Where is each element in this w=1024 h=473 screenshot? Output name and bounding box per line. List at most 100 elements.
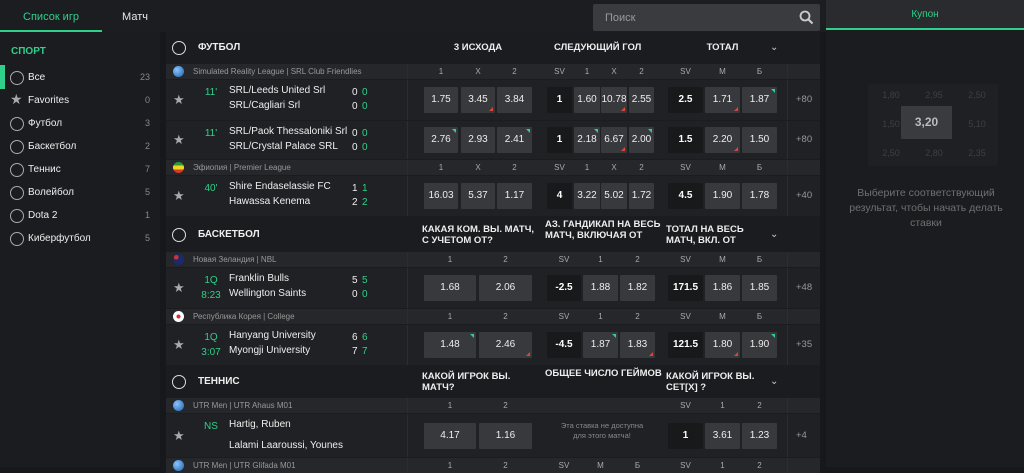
market-header[interactable]: КАКОЙ ИГРОК ВЫ. МАТЧ? xyxy=(422,371,511,393)
odds-button[interactable]: 2.55 xyxy=(629,87,654,113)
chevron-down-icon[interactable]: ⌄ xyxy=(770,228,779,240)
tab-match[interactable]: Матч xyxy=(122,11,148,23)
match-row[interactable]: ★ 11' SRL/Leeds United Srl SRL/Cagliari Srl… xyxy=(166,80,820,120)
more-markets-link[interactable]: +48 xyxy=(796,282,813,293)
odds-button[interactable]: 4.17 xyxy=(424,422,476,449)
odds-button[interactable]: 1.72 xyxy=(629,183,654,209)
odds-button[interactable]: 3.84 xyxy=(497,87,532,113)
odds-button[interactable]: 1.68 xyxy=(424,275,476,301)
favorite-star-icon[interactable]: ★ xyxy=(173,427,185,443)
odds-button[interactable]: 6.67 xyxy=(601,127,627,153)
market-header[interactable]: СЛЕДУЮЩИЙ ГОЛ xyxy=(554,42,642,53)
league-row[interactable]: Simulated Reality League | SRL Club Frie… xyxy=(166,64,820,79)
sidebar-item-2[interactable]: Футбол 3 xyxy=(0,113,160,135)
odds-button[interactable]: 1.71 xyxy=(705,87,740,113)
odds-button[interactable]: 3.61 xyxy=(705,422,740,449)
odds-button[interactable]: 1.48 xyxy=(424,332,476,358)
odds-button[interactable]: 5.37 xyxy=(461,183,495,209)
market-header[interactable]: АЗ. ГАНДИКАП НА ВЕСЬ МАТЧ, ВКЛЮЧАЯ ОТ xyxy=(545,219,661,241)
odds-button[interactable]: 2.20 xyxy=(705,127,740,153)
market-header[interactable]: КАКАЯ КОМ. ВЫ. МАТЧ, С УЧЕТОМ ОТ? xyxy=(422,223,535,246)
dota-icon xyxy=(10,209,24,223)
sidebar-item-7[interactable]: Киберфутбол 5 xyxy=(0,228,160,250)
match-row[interactable]: ★ 11' SRL/Paok Thessaloniki Srl SRL/Crystal… xyxy=(166,121,820,159)
tab-coupon[interactable]: Купон xyxy=(826,0,1024,30)
odds-button[interactable]: 3.22 xyxy=(574,183,600,209)
odds-button[interactable]: 2.00 xyxy=(629,127,654,153)
odds-button[interactable]: 2.46 xyxy=(479,332,532,358)
odds-button[interactable]: 1.85 xyxy=(742,275,777,301)
more-markets-link[interactable]: +4 xyxy=(796,429,807,441)
odds-button[interactable]: 2.18 xyxy=(574,127,600,153)
odds-button[interactable]: 3.45 xyxy=(461,87,495,113)
odds-button[interactable]: 1.80 xyxy=(705,332,740,358)
odds-button[interactable]: 1.50 xyxy=(742,127,777,153)
odds-button[interactable]: 1.82 xyxy=(620,275,655,301)
favorite-star-icon[interactable]: ★ xyxy=(173,280,185,295)
market-header[interactable]: КАКОЙ ИГРОК ВЫ. СЕТ[X] ? xyxy=(666,371,755,393)
column-label: 1 xyxy=(447,461,453,470)
search-input[interactable]: Поиск xyxy=(593,4,820,31)
odds-button[interactable]: 10.78 xyxy=(601,87,627,113)
odds-button[interactable]: 2.06 xyxy=(479,275,532,301)
more-markets-link[interactable]: +80 xyxy=(796,94,813,105)
sidebar-item-4[interactable]: Теннис 7 xyxy=(0,159,160,181)
odds-button[interactable]: 1.90 xyxy=(705,183,740,209)
market-header[interactable]: ОБЩЕЕ ЧИСЛО ГЕЙМОВ xyxy=(545,368,662,379)
favorite-star-icon[interactable]: ★ xyxy=(173,92,185,107)
odds-button[interactable]: 1.17 xyxy=(497,183,532,209)
more-markets-link[interactable]: +35 xyxy=(796,339,813,350)
column-label: 1 xyxy=(720,461,725,470)
odds-button[interactable]: 5.02 xyxy=(601,183,627,209)
odds-button[interactable]: 1.87 xyxy=(742,87,777,113)
odds-button[interactable]: 1.83 xyxy=(620,332,655,358)
match-row[interactable]: ★ 1Q 3:07 Hanyang University Myongji Univers… xyxy=(166,325,820,365)
market-header[interactable]: 3 ИСХОДА xyxy=(453,42,503,53)
market-header[interactable]: ТОТАЛ НА ВЕСЬ МАТЧ, ВКЛ. ОТ xyxy=(666,223,744,246)
sidebar-item-6[interactable]: Dota 2 1 xyxy=(0,205,160,227)
match-row[interactable]: ★ NS Hartig, Ruben Lalami Laaroussi, Younes… xyxy=(166,414,820,457)
tab-games-list[interactable]: Список игр xyxy=(0,0,102,32)
column-label: X xyxy=(611,67,617,76)
sidebar-item-0[interactable]: Все 23 xyxy=(0,65,160,89)
odds-button[interactable]: 1.86 xyxy=(705,275,740,301)
score-period: 2 xyxy=(362,197,368,208)
odds-button[interactable]: 1.90 xyxy=(742,332,777,358)
odds-button[interactable]: 1.75 xyxy=(424,87,458,113)
search-icon[interactable] xyxy=(799,10,814,25)
odds-button[interactable]: 1.87 xyxy=(583,332,618,358)
soccer-ball-icon xyxy=(10,117,24,131)
market-header[interactable]: ТОТАЛ xyxy=(706,42,739,53)
odds-button[interactable]: 2.41 xyxy=(497,127,532,153)
odds-button[interactable]: 1.16 xyxy=(479,422,532,449)
odds-button[interactable]: 1.88 xyxy=(583,275,618,301)
league-row[interactable]: UTR Men | UTR Ahaus M01 1 2 SV 1 2 xyxy=(166,398,820,413)
odds-button[interactable]: 1.78 xyxy=(742,183,777,209)
match-row[interactable]: ★ 1Q 8:23 Franklin Bulls Wellington Saints 5 5… xyxy=(166,268,820,308)
chevron-down-icon[interactable]: ⌄ xyxy=(770,42,779,53)
sidebar-item-5[interactable]: Волейбол 5 xyxy=(0,182,160,204)
league-row[interactable]: Новая Зеландия | NBL 1 2 SV 1 2 SV М Б xyxy=(166,252,820,267)
more-markets-link[interactable]: +80 xyxy=(796,134,813,145)
league-row[interactable]: Эфиопия | Premier League 1 X 2 SV 1 X 2 SV М Б xyxy=(166,160,820,175)
score-total: 5 xyxy=(352,275,358,286)
flag-globe-icon xyxy=(173,460,184,471)
favorite-star-icon[interactable]: ★ xyxy=(173,337,185,352)
odds-button[interactable]: 2.76 xyxy=(424,127,458,153)
sidebar-item-3[interactable]: Баскетбол 2 xyxy=(0,136,160,158)
match-time: 40' xyxy=(204,183,218,194)
odds-button[interactable]: 1.23 xyxy=(742,422,777,449)
sidebar-item-1[interactable]: ★ Favorites 0 xyxy=(0,90,160,112)
odds-button[interactable]: 1.60 xyxy=(574,87,600,113)
score-period: 1 xyxy=(362,183,368,194)
odds-button[interactable]: 2.93 xyxy=(461,127,495,153)
match-row[interactable]: ★ 40' Shire Endaselassie FC Hawassa Kenema 1… xyxy=(166,176,820,216)
more-markets-link[interactable]: +40 xyxy=(796,190,813,201)
league-row[interactable]: UTR Men | UTR Glifada M01 1 2 SV М Б SV 1 2 xyxy=(166,458,820,473)
favorite-star-icon[interactable]: ★ xyxy=(173,188,185,203)
chevron-down-icon[interactable]: ⌄ xyxy=(770,376,779,387)
odds-button[interactable]: 16.03 xyxy=(424,183,458,209)
favorite-star-icon[interactable]: ★ xyxy=(173,132,185,147)
league-row[interactable]: Республика Корея | College 1 2 SV 1 2 SV М Б xyxy=(166,309,820,324)
section-header-soccer-ball: ФУТБОЛ 3 ИСХОДА СЛЕДУЮЩИЙ ГОЛ ТОТАЛ ⌄ xyxy=(166,32,820,64)
